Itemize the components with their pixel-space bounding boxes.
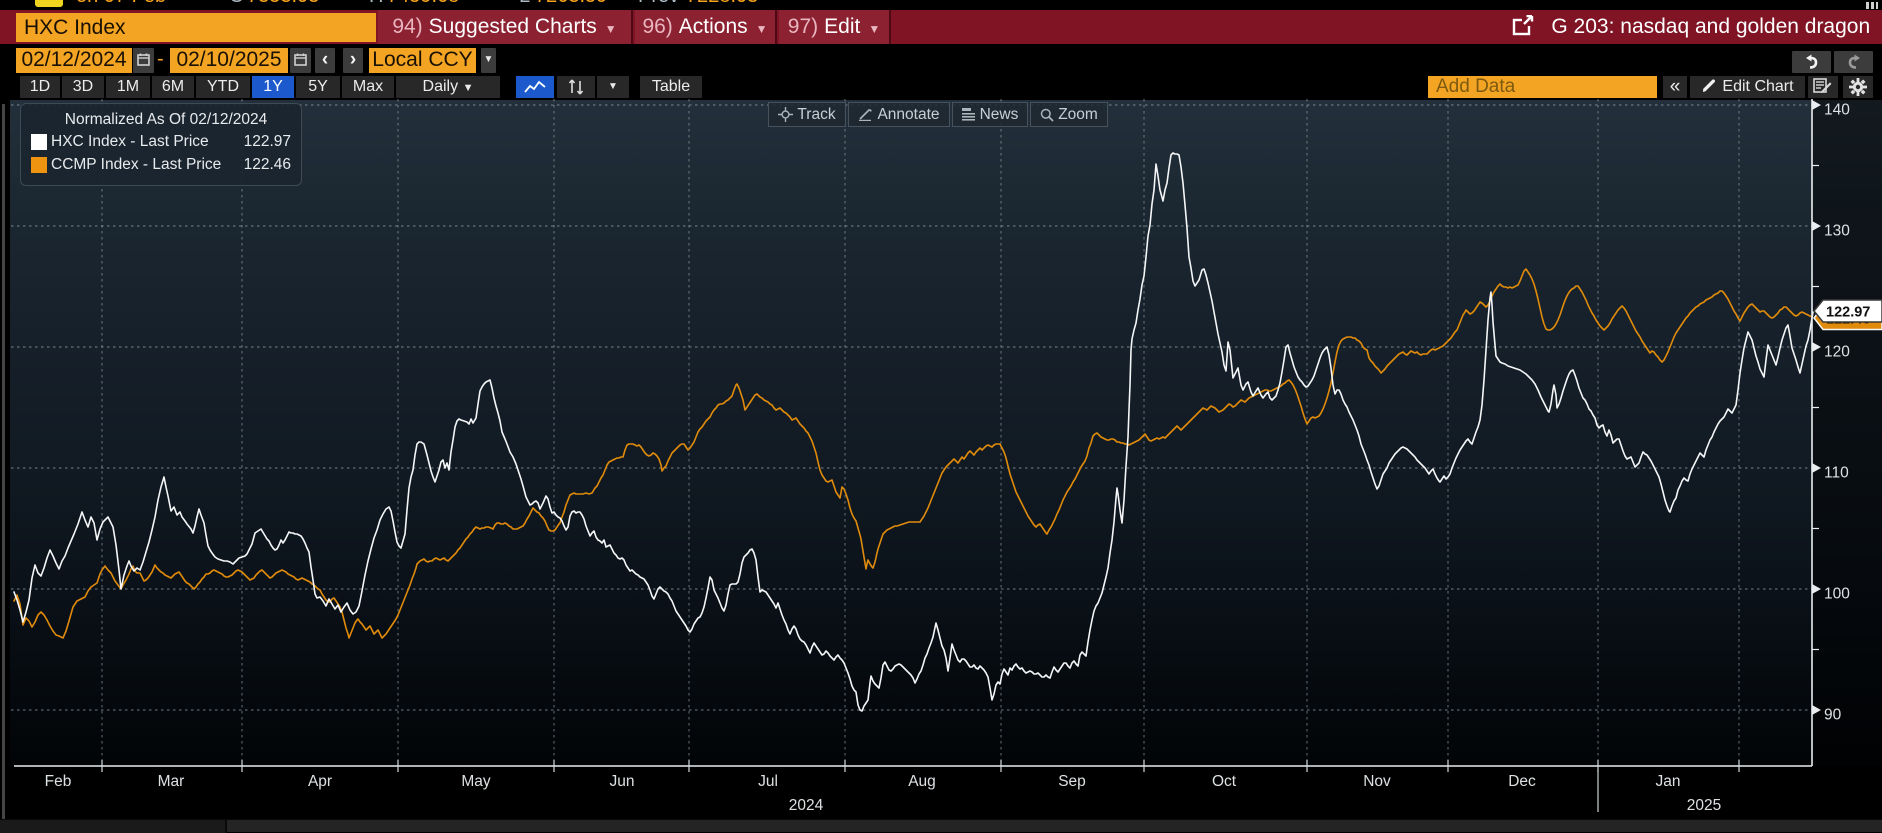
svg-text:Jan: Jan [1656,773,1681,790]
svg-text:100: 100 [1824,586,1850,603]
svg-text:Jul: Jul [758,773,778,790]
svg-text:122.97: 122.97 [1826,305,1870,321]
svg-text:Apr: Apr [308,773,332,790]
svg-text:Mar: Mar [158,773,185,790]
svg-text:Feb: Feb [45,773,72,790]
svg-text:Dec: Dec [1508,773,1536,790]
svg-text:110: 110 [1824,465,1849,482]
svg-text:90: 90 [1824,707,1842,724]
svg-text:130: 130 [1824,223,1850,240]
svg-text:120: 120 [1824,344,1850,361]
svg-text:140: 140 [1824,102,1850,119]
svg-text:Sep: Sep [1058,773,1086,790]
svg-text:Nov: Nov [1363,773,1391,790]
svg-text:Jun: Jun [610,773,635,790]
svg-text:2025: 2025 [1687,797,1721,814]
svg-text:May: May [461,773,491,790]
svg-text:2024: 2024 [789,797,824,814]
svg-text:Oct: Oct [1212,773,1237,790]
svg-text:Aug: Aug [908,773,936,790]
